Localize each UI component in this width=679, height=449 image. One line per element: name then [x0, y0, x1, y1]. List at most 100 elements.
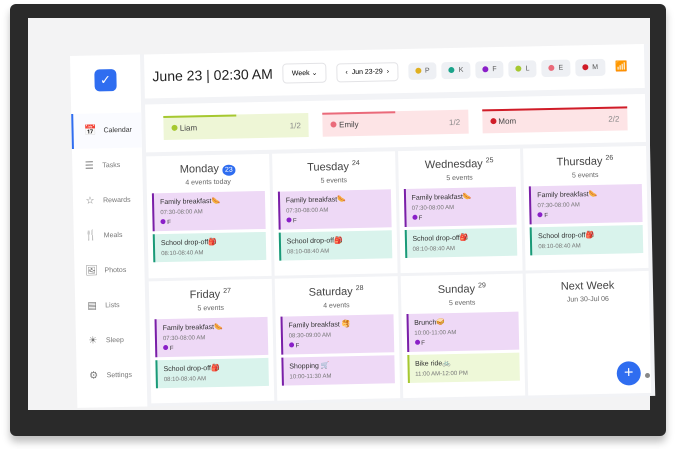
day-number: 29	[477, 282, 486, 290]
member-initial: F	[492, 65, 497, 73]
progress-card[interactable]: Emily 1/2	[322, 109, 469, 137]
sidebar-item-label: Settings	[106, 371, 133, 380]
member-dot	[330, 120, 337, 128]
event-card[interactable]: Family breakfast🌭 07:30-08:00 AM F	[529, 183, 643, 225]
wifi-icon: 📶	[614, 60, 628, 73]
day-column[interactable]: Wednesday 25 5 events Family breakfast🌭 07:…	[397, 148, 523, 274]
member-initial: K	[458, 66, 464, 74]
event-member: F	[167, 219, 171, 227]
day-number: 23	[221, 164, 236, 176]
event-card[interactable]: School drop-off🎒 08:10-08:40 AM	[278, 229, 392, 261]
member-initial: P	[424, 66, 430, 75]
day-number: 25	[485, 157, 494, 165]
event-card[interactable]: Bike ride🚲 11:00 AM-12:00 PM	[406, 352, 521, 383]
member-dot	[286, 217, 292, 223]
member-dot	[414, 339, 420, 345]
event-title: School drop-off🎒	[286, 236, 343, 246]
day-name: Monday	[179, 162, 220, 176]
member-dot	[582, 64, 589, 71]
member-chip[interactable]: E	[541, 59, 571, 77]
member-initial: L	[525, 64, 530, 72]
sidebar-item-lists[interactable]: ▤ Lists	[75, 287, 146, 323]
event-card[interactable]: School drop-off🎒 08:10-08:40 AM	[529, 224, 644, 256]
day-column[interactable]: Monday 23 4 events today Family breakfast🌭…	[146, 153, 272, 279]
event-time: 07:30-08:00 AM	[285, 207, 329, 215]
sidebar-item-sleep[interactable]: ☀ Sleep	[76, 322, 147, 358]
member-dot	[160, 219, 166, 225]
sleep-icon: ☀	[88, 335, 98, 347]
sidebar-item-photos[interactable]: 🖼 Photos	[74, 252, 145, 288]
sidebar-item-calendar[interactable]: 📅 Calendar	[71, 112, 142, 149]
event-card[interactable]: School drop-off🎒 08:10-08:40 AM	[404, 227, 518, 258]
event-title: Bike ride🚲	[414, 359, 452, 368]
day-name: Saturday	[308, 285, 353, 299]
member-dot	[548, 64, 555, 71]
day-column[interactable]: Tuesday 24 5 events Family breakfast🌭 07:30…	[271, 151, 398, 276]
member-dot	[411, 214, 417, 220]
member-chip[interactable]: P	[407, 61, 437, 80]
event-card[interactable]: Family breakfast 🥞 08:30-09:00 AM F	[280, 313, 394, 355]
next-week-button[interactable]: ›	[386, 67, 390, 75]
add-event-button[interactable]: +	[616, 361, 642, 386]
event-card[interactable]: School drop-off🎒 08:10-08:40 AM	[155, 357, 269, 388]
event-member: F	[169, 345, 174, 352]
event-card[interactable]: Family breakfast🌭 07:30-08:00 AM F	[154, 316, 269, 357]
day-number: 24	[351, 159, 360, 168]
calendar-app: ✓ 📅 Calendar ☰ Tasks ☆ Rewards 🍴 Meals 🖼 Photos ▤ L…	[70, 43, 656, 408]
day-column[interactable]: Sunday 29 5 events Brunch🥪 10:00-11:00 AM F…	[400, 273, 526, 399]
event-title: Family breakfast🌭	[411, 193, 472, 202]
event-member: F	[421, 340, 426, 347]
day-name: Friday	[189, 288, 221, 302]
event-time: 07:30-08:00 AM	[537, 202, 580, 209]
member-initial: M	[592, 63, 599, 71]
event-card[interactable]: Family breakfast🌭 07:30-08:00 AM F	[403, 186, 517, 227]
member-initial: E	[558, 64, 564, 72]
week-grid: Monday 23 4 events today Family breakfast🌭…	[146, 145, 652, 404]
sidebar-item-label: Lists	[105, 302, 120, 310]
event-count: 5 events	[448, 299, 476, 307]
event-card[interactable]: Brunch🥪 10:00-11:00 AM F	[405, 311, 520, 352]
progress-card[interactable]: Mom 2/2	[481, 106, 628, 134]
sidebar-item-tasks[interactable]: ☰ Tasks	[72, 148, 143, 184]
event-card[interactable]: School drop-off🎒 08:10-08:40 AM	[152, 231, 267, 263]
member-chip[interactable]: F	[475, 60, 504, 79]
sidebar-item-meals[interactable]: 🍴 Meals	[73, 217, 144, 253]
event-count: 5 events	[197, 304, 224, 313]
next-week-panel[interactable]: Next Week Jun 30-Jul 06 +	[525, 270, 652, 396]
event-card[interactable]: Shopping 🛒 10:00-11:30 AM	[281, 354, 395, 386]
member-chip[interactable]: K	[441, 61, 471, 79]
event-time: 10:00-11:00 AM	[414, 329, 457, 337]
sidebar-item-rewards[interactable]: ☆ Rewards	[73, 183, 144, 219]
rewards-icon: ☆	[85, 195, 95, 207]
event-card[interactable]: Family breakfast🌭 07:30-08:00 AM F	[151, 190, 266, 232]
member-dot	[163, 344, 169, 350]
day-name: Thursday	[556, 155, 603, 169]
sidebar-item-settings[interactable]: ⚙ Settings	[76, 357, 147, 393]
day-column[interactable]: Thursday 26 5 events Family breakfast🌭 07:3…	[523, 145, 649, 271]
sidebar-item-label: Meals	[103, 231, 123, 240]
day-column[interactable]: Friday 27 5 events Family breakfast🌭 07:30-…	[148, 278, 275, 404]
event-time: 08:10-08:40 AM	[286, 248, 330, 256]
settings-icon: ⚙	[89, 370, 99, 382]
event-time: 08:10-08:40 AM	[161, 250, 204, 258]
event-time: 08:10-08:40 AM	[163, 375, 207, 383]
member-chip[interactable]: L	[508, 59, 537, 78]
event-time: 10:00-11:30 AM	[289, 373, 332, 381]
progress-card[interactable]: Liam 1/2	[163, 113, 310, 141]
event-member: F	[292, 217, 297, 225]
event-title: Family breakfast🌭	[537, 190, 598, 199]
calendar-icon: 📅	[84, 125, 97, 137]
member-chip[interactable]: M	[575, 58, 606, 76]
event-member: F	[544, 212, 549, 219]
prev-week-button[interactable]: ‹	[345, 68, 348, 76]
day-column[interactable]: Saturday 28 4 events Family breakfast 🥞 08:…	[274, 276, 400, 401]
event-time: 08:30-09:00 AM	[288, 332, 332, 340]
event-count: 4 events today	[185, 178, 231, 187]
event-time: 07:30-08:00 AM	[160, 209, 203, 217]
event-card[interactable]: Family breakfast🌭 07:30-08:00 AM F	[277, 188, 392, 230]
event-time: 08:10-08:40 AM	[538, 243, 581, 250]
view-select[interactable]: Week ⌄	[282, 62, 327, 84]
sidebar-item-label: Photos	[104, 266, 127, 275]
member-dot	[515, 65, 522, 72]
progress-bar	[163, 114, 236, 119]
